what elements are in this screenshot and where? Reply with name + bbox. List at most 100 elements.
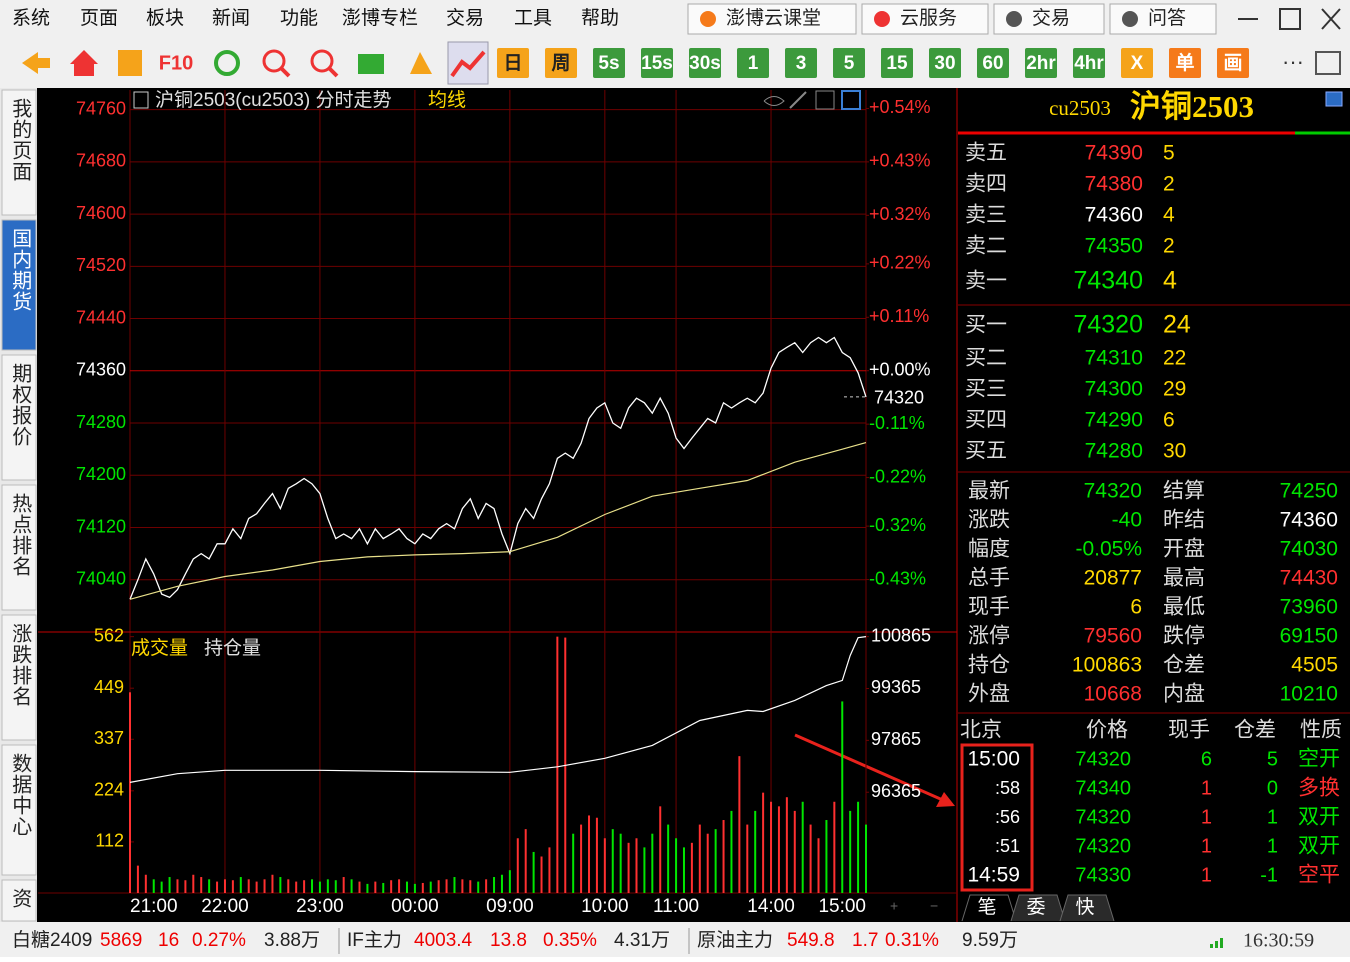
toolbar-button[interactable] [1025,48,1057,78]
book-price: 74310 [1085,347,1143,370]
stat-value: 10210 [1280,683,1338,706]
toolbar-label: 日 [503,53,522,74]
scroll-plus[interactable]: + [890,898,898,914]
toolbar-button[interactable] [641,48,673,78]
panel-tab[interactable] [1059,894,1115,922]
toolbar-button[interactable] [833,48,865,78]
toolbar-label: 5s [598,53,619,74]
volume-bar [500,874,503,893]
stat-value: 20877 [1084,567,1142,590]
book-price: 74390 [1085,142,1143,165]
toolbar-button[interactable] [737,48,769,78]
sidebar-tab[interactable] [1,89,37,216]
volume-bar [865,824,867,893]
volume-bar [295,881,298,893]
stat-value: 100863 [1072,654,1142,677]
stat-value: 73960 [1280,596,1338,619]
volume-bar [730,810,733,893]
sidebar-label: 资 [9,888,32,909]
book-volume: 5 [1163,142,1175,165]
sidebar-tab[interactable] [1,744,37,876]
stat-label: 幅度 [968,538,1010,561]
volume-bar [722,820,725,893]
tick-time: :58 [995,778,1020,798]
y-tick-label: 74440 [76,307,126,327]
toolbar-button[interactable] [1169,48,1201,78]
sidebar-tab[interactable] [1,219,37,351]
toolbar-button[interactable] [1121,48,1153,78]
stat-label: 结算 [1163,480,1205,503]
toolbar-button[interactable] [1217,48,1249,78]
legend-volume: 成交量 [131,637,188,659]
panel-icon[interactable] [1325,91,1343,107]
volume-bar [271,874,274,893]
sidebar-tab[interactable] [1,354,37,481]
tick-hand: 1 [1201,835,1212,857]
toolbar-label: 3 [796,53,807,74]
title-icon [133,91,149,109]
ticks-header: 仓差 [1234,719,1276,742]
status-time: 16:30:59 [1243,930,1314,952]
button-icon [874,11,890,27]
status-volume: 4.31万 [614,930,670,951]
volume-bar [833,801,836,893]
sidebar-tab[interactable] [1,614,37,741]
book-label: 买五 [965,440,1007,463]
y-tick-label: 74520 [76,255,126,275]
volume-bar [279,877,282,893]
y2-tick-label: +0.22% [869,253,931,273]
toolbar-button[interactable] [929,48,961,78]
window-controls[interactable] [1238,8,1341,30]
volume-bar [461,879,464,893]
toolbar-button[interactable] [689,48,721,78]
status-volume: 3.88万 [264,930,320,951]
y2-tick-label: -0.11% [869,413,925,433]
legend-open-interest: 持仓量 [204,637,261,659]
sidebar-tab[interactable] [1,484,37,611]
status-change: 13.8 [490,930,527,951]
tick-time: 14:59 [967,864,1020,887]
oi-tick-label: 96365 [871,781,921,801]
volume-bar [603,838,606,893]
stat-value: 6 [1130,596,1142,619]
status-volume: 9.59万 [962,930,1018,951]
chart-tools[interactable] [763,90,861,110]
book-volume: 2 [1163,235,1175,258]
book-label: 买三 [965,378,1007,401]
tick-diff: 5 [1267,748,1278,770]
volume-bar [358,881,361,893]
volume-bar [540,856,543,893]
scroll-minus[interactable]: − [930,898,938,914]
book-label: 卖四 [965,173,1007,196]
status-name: 原油主力 [697,929,773,951]
panel-tab[interactable] [1010,894,1066,922]
sidebar-tab[interactable] [1,879,37,922]
x-tick-label: 21:00 [130,896,178,917]
toolbar-button[interactable] [977,48,1009,78]
y2-tick-label: -0.43% [869,568,926,588]
main-area [0,88,1350,922]
book-price: 74360 [1085,204,1143,227]
toolbar-icons[interactable]: ··· [22,41,1341,85]
toolbar-button[interactable] [1073,48,1105,78]
x-tick-label: 09:00 [486,896,534,917]
toolbar-button[interactable] [593,48,625,78]
menu-item: 页面 [80,8,118,29]
legend-average: 均线 [428,89,466,111]
signal-icon [1210,938,1223,948]
volume-bar [129,692,131,893]
volume-bar [738,756,741,893]
toolbar-button[interactable] [545,48,577,78]
status-price: 5869 [100,930,142,951]
toolbar-button[interactable] [881,48,913,78]
volume-tick-label: 112 [95,831,124,851]
toolbar-button[interactable] [785,48,817,78]
volume-bar [746,824,749,893]
y-tick-label: 74600 [76,203,126,223]
sidebar-label: 期权报价 [9,363,32,447]
stat-label: 总手 [968,567,1010,590]
panel-tab[interactable] [961,894,1017,922]
stat-label: 涨跌 [968,509,1010,532]
toolbar-button[interactable] [497,48,529,78]
x-tick-label: 15:00 [818,896,866,917]
